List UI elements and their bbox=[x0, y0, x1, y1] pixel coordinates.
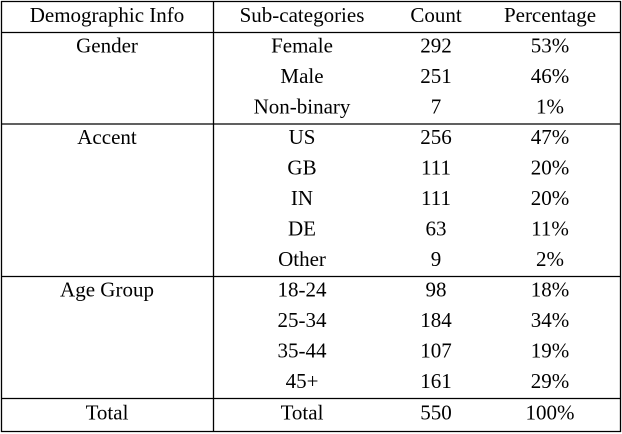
total-cell: 100% bbox=[526, 400, 575, 424]
total-cell: Total bbox=[86, 400, 129, 424]
cell: 45+ bbox=[286, 369, 319, 393]
cell: 184 bbox=[420, 308, 452, 332]
header-cell: Count bbox=[410, 3, 462, 27]
cell: 256 bbox=[420, 125, 452, 149]
cell: 251 bbox=[420, 64, 452, 88]
cell: Non-binary bbox=[254, 94, 351, 118]
cell: 107 bbox=[420, 338, 452, 362]
header-cell: Sub-categories bbox=[240, 3, 365, 27]
cell: 111 bbox=[421, 186, 451, 210]
cell: IN bbox=[291, 186, 313, 210]
cell: 111 bbox=[421, 155, 451, 179]
cell: 46% bbox=[531, 64, 570, 88]
cell: 11% bbox=[531, 216, 569, 240]
cell: 98 bbox=[426, 277, 447, 301]
cell: 20% bbox=[531, 186, 570, 210]
cell: 161 bbox=[420, 369, 452, 393]
cell: Female bbox=[271, 33, 333, 57]
cell: 29% bbox=[531, 369, 570, 393]
header-cell: Demographic Info bbox=[30, 3, 185, 27]
header-cell: Percentage bbox=[504, 3, 596, 27]
cell: Male bbox=[280, 64, 323, 88]
cell: 7 bbox=[431, 94, 442, 118]
cell: GB bbox=[287, 155, 316, 179]
cell: 292 bbox=[420, 33, 452, 57]
group-label: Age Group bbox=[60, 277, 154, 301]
cell: 18-24 bbox=[278, 277, 327, 301]
cell: 20% bbox=[531, 155, 570, 179]
cell: 9 bbox=[431, 247, 442, 271]
cell: 47% bbox=[531, 125, 570, 149]
total-cell: Total bbox=[281, 400, 324, 424]
cell: 1% bbox=[536, 94, 564, 118]
cell: 19% bbox=[531, 338, 570, 362]
cell: 18% bbox=[531, 277, 570, 301]
cell: 25-34 bbox=[278, 308, 327, 332]
total-cell: 550 bbox=[420, 400, 452, 424]
cell: Other bbox=[278, 247, 326, 271]
group-label: Accent bbox=[77, 125, 137, 149]
cell: 53% bbox=[531, 33, 570, 57]
cell: DE bbox=[288, 216, 316, 240]
cell: US bbox=[289, 125, 316, 149]
cell: 35-44 bbox=[278, 338, 327, 362]
cell: 63 bbox=[426, 216, 447, 240]
cell: 34% bbox=[531, 308, 570, 332]
cell: 2% bbox=[536, 247, 564, 271]
group-label: Gender bbox=[76, 33, 138, 57]
